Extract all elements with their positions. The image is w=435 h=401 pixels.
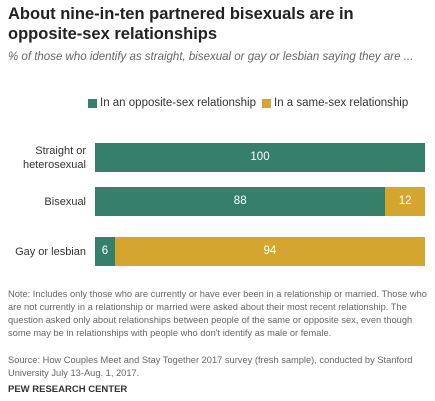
note: Note: Includes only those who are curren…	[8, 289, 427, 338]
data-label: 6	[101, 245, 109, 257]
legend-item: In an opposite-sex relationship	[88, 97, 256, 109]
legend-item: In a same-sex relationship	[262, 97, 408, 109]
data-label: 88	[233, 195, 247, 207]
bar-segment	[95, 187, 386, 216]
bar-segment	[95, 237, 115, 266]
data-label: 12	[398, 195, 412, 207]
data-label: 100	[250, 151, 270, 163]
bar-segment	[95, 143, 425, 172]
category-label: Gay or lesbian	[15, 245, 86, 258]
category-label: Straight or heterosexual	[23, 144, 86, 171]
legend-label: In a same-sex relationship	[274, 97, 409, 109]
legend-swatch	[262, 98, 271, 108]
chart-subtitle: % of those who identify as straight, bis…	[8, 51, 414, 63]
source: Source: How Couples Meet and Stay Togeth…	[8, 355, 413, 378]
legend-swatch	[88, 98, 97, 108]
bar-segment	[114, 237, 425, 266]
bar-segment	[385, 187, 425, 216]
chart-title: About nine-in-ten partnered bisexuals ar…	[8, 5, 354, 43]
credit: PEW RESEARCH CENTER	[8, 384, 128, 395]
legend-label: In an opposite-sex relationship	[100, 97, 256, 109]
data-label: 94	[263, 245, 277, 257]
category-label: Bisexual	[44, 195, 86, 208]
